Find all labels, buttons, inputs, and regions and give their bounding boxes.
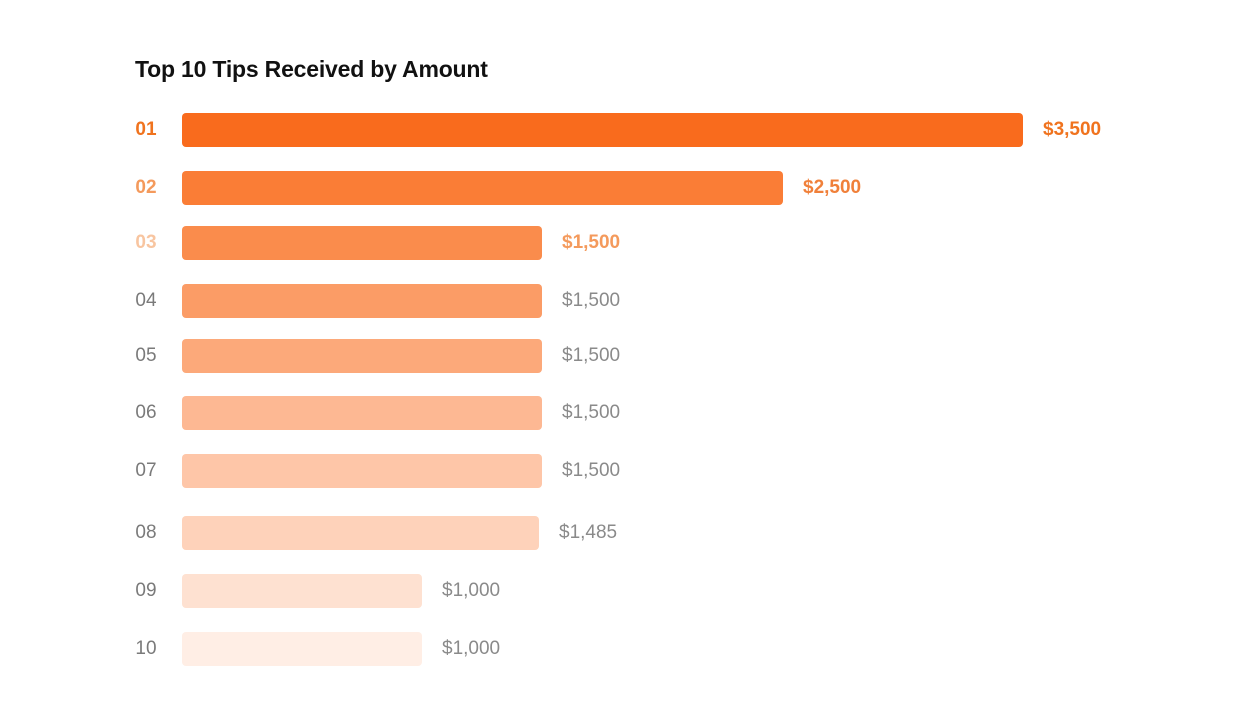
bar	[182, 574, 422, 608]
bar	[182, 226, 542, 260]
value-label: $1,000	[442, 580, 501, 601]
value-label: $1,500	[562, 402, 621, 423]
value-label: $1,485	[559, 522, 618, 543]
value-label: $1,000	[442, 638, 501, 659]
value-label: $1,500	[562, 345, 621, 366]
bar	[182, 454, 542, 488]
rank-label: 06	[135, 402, 157, 423]
rank-label: 10	[135, 638, 157, 659]
bar	[182, 632, 422, 666]
chart-title: Top 10 Tips Received by Amount	[135, 56, 488, 82]
value-label: $1,500	[562, 460, 621, 481]
rank-label: 05	[135, 345, 157, 366]
bar	[182, 516, 539, 550]
bar	[182, 171, 783, 205]
rank-label: 09	[135, 580, 157, 601]
value-label: $1,500	[562, 290, 621, 311]
rank-label: 01	[135, 119, 157, 140]
rank-label: 02	[135, 177, 157, 198]
value-label: $3,500	[1043, 119, 1102, 140]
value-label: $1,500	[562, 232, 621, 253]
bar	[182, 113, 1023, 147]
value-label: $2,500	[803, 177, 862, 198]
bar	[182, 284, 542, 318]
rank-label: 03	[135, 232, 157, 253]
bar	[182, 396, 542, 430]
bar	[182, 339, 542, 373]
rank-label: 04	[135, 290, 157, 311]
rank-label: 07	[135, 460, 157, 481]
rank-label: 08	[135, 522, 157, 543]
